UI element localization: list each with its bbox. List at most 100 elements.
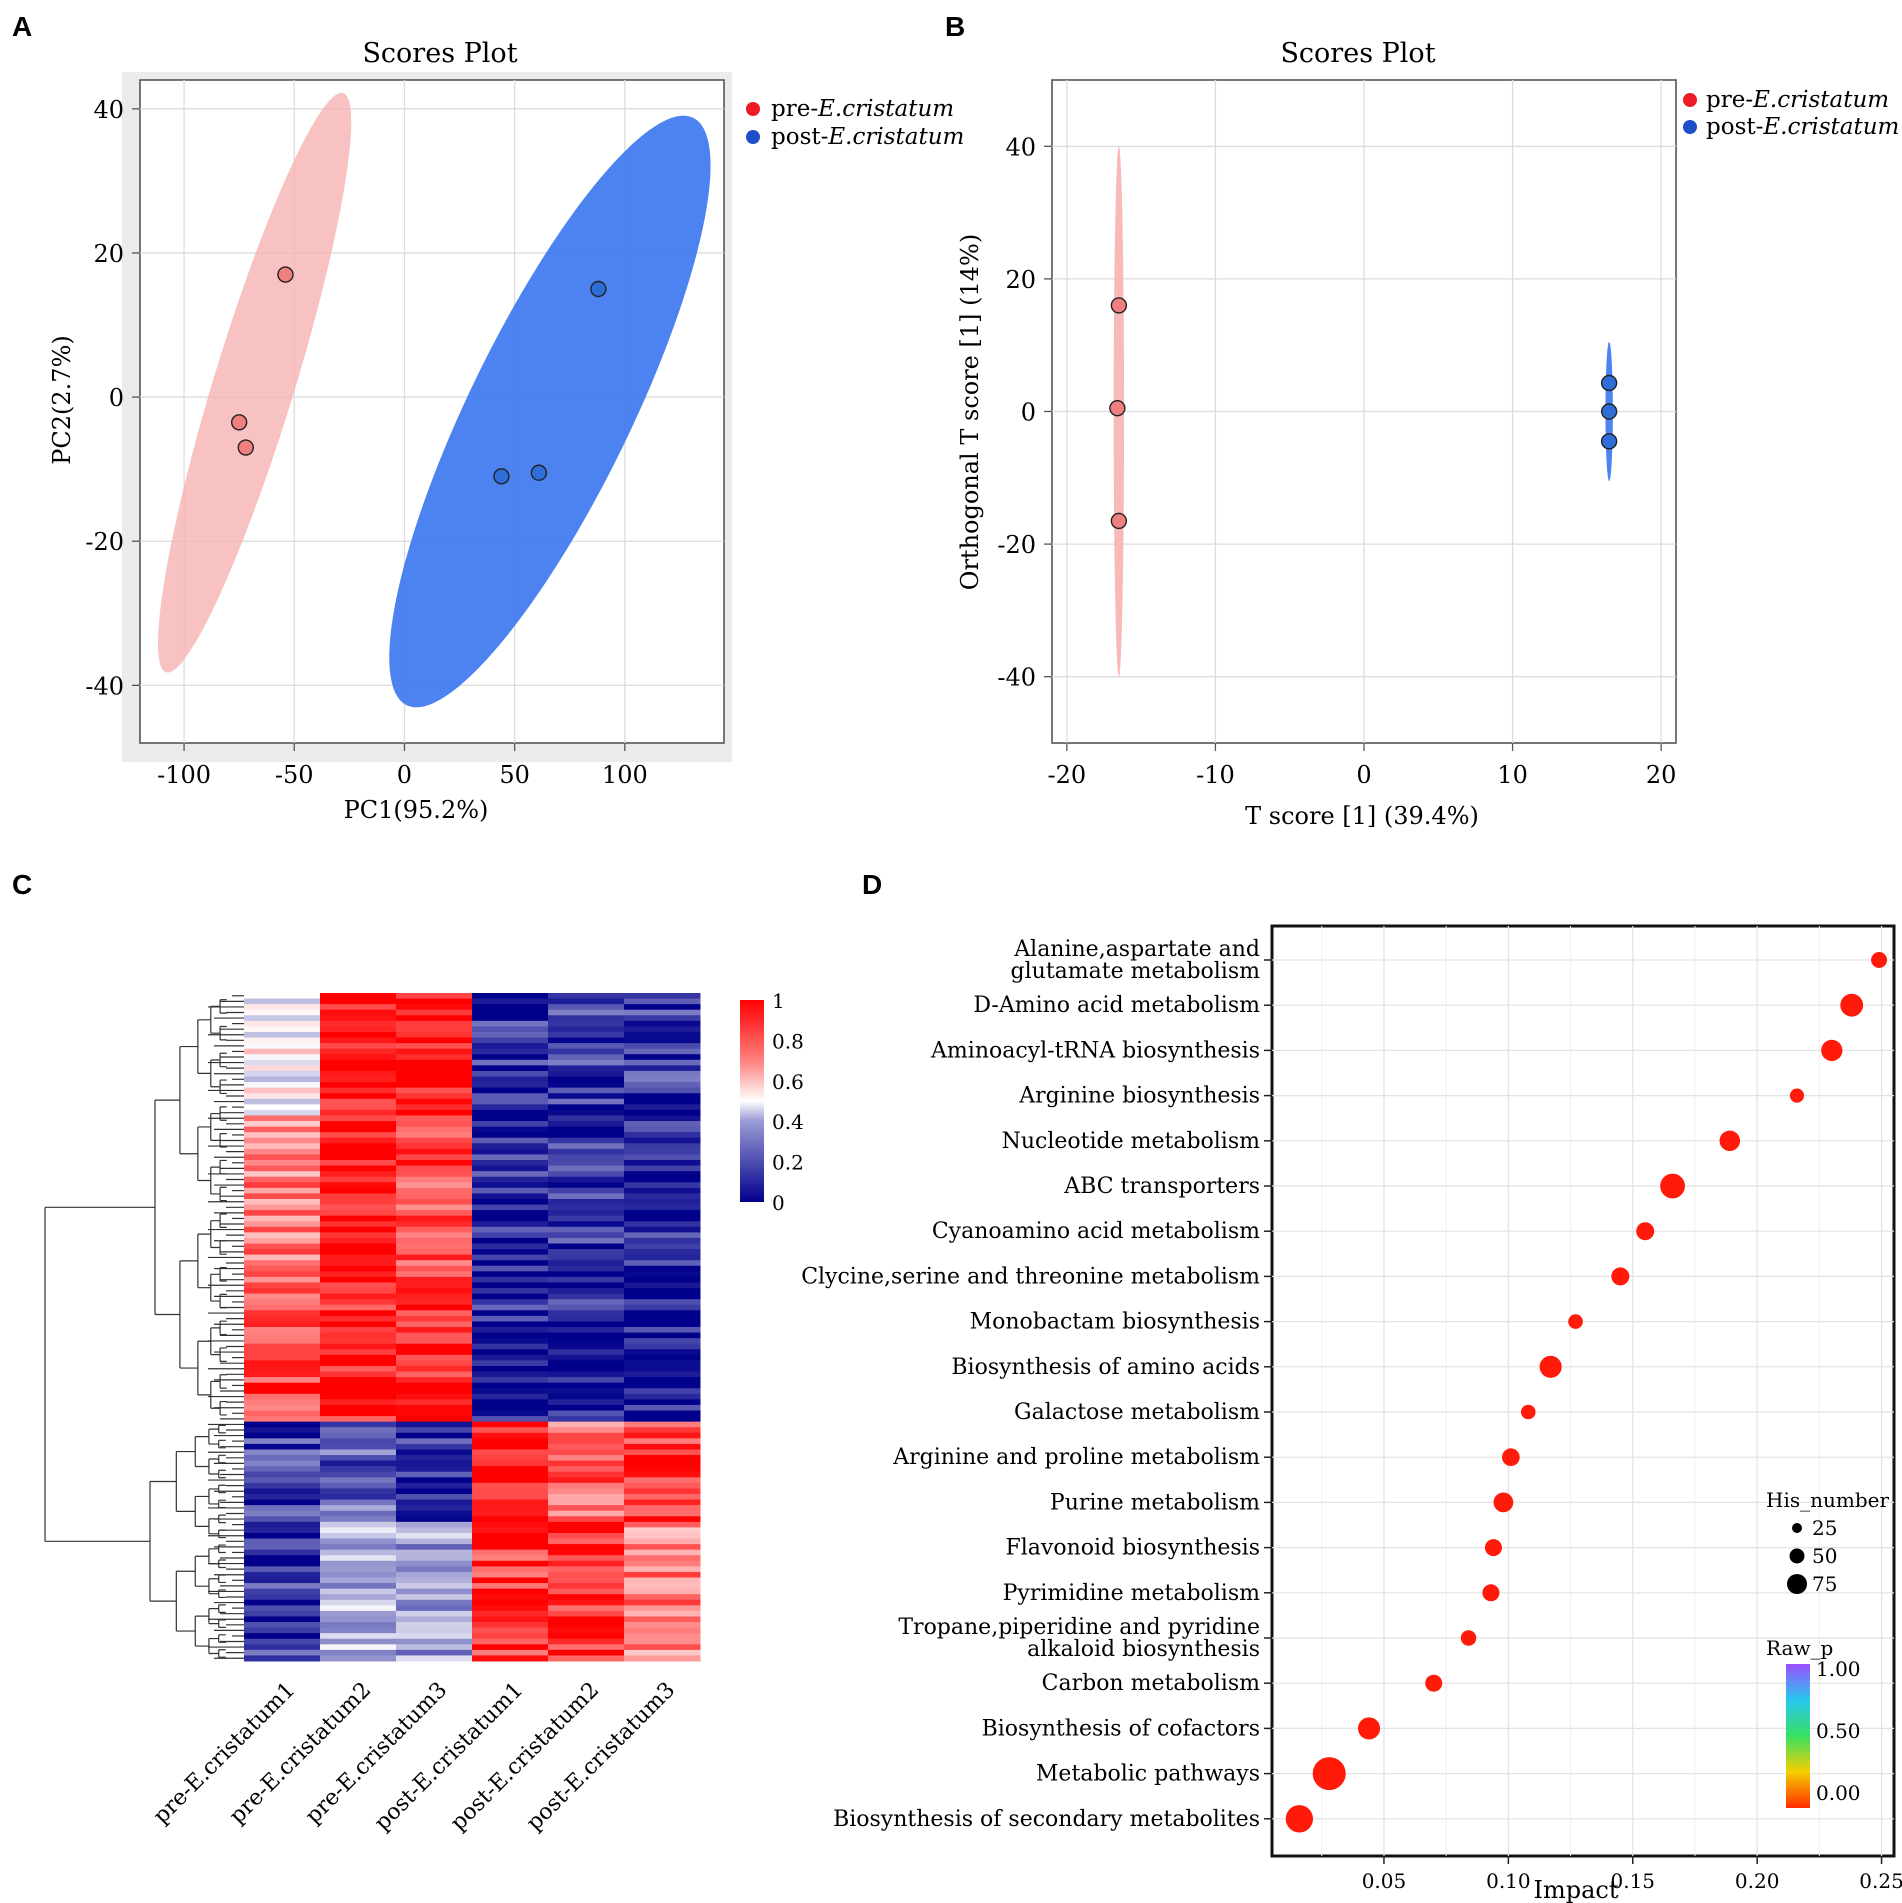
heatmap-cell (396, 1082, 473, 1089)
heatmap-cell (472, 1165, 549, 1172)
heatmap-cell (472, 1098, 549, 1105)
color-legend-title: Raw_p (1766, 1636, 1833, 1660)
pathway-bubble (1520, 1404, 1536, 1420)
heatmap-cell (624, 1516, 701, 1523)
heatmap-cell (320, 1210, 397, 1217)
heatmap-cell (472, 1304, 549, 1311)
heatmap-cell (472, 1048, 549, 1055)
heatmap-cell (472, 1087, 549, 1094)
panel-b-title: Scores Plot (1280, 38, 1435, 69)
heatmap-cell (320, 1388, 397, 1395)
legend-entry-pre: pre-E.cristatum (771, 96, 954, 122)
heatmap-cell (320, 1315, 397, 1322)
heatmap-cell (320, 1104, 397, 1111)
heatmap-cell (244, 1544, 321, 1551)
x-tick-label: 20 (1646, 761, 1677, 789)
heatmap-cell (396, 1093, 473, 1100)
heatmap-cell (320, 1165, 397, 1172)
pathway-label-line: Cyanoamino acid metabolism (932, 1219, 1260, 1244)
heatmap-cell (244, 1193, 321, 1200)
heatmap-cell (472, 1343, 549, 1350)
pathway-label-line: Pyrimidine metabolism (1003, 1581, 1261, 1606)
heatmap-cell (320, 1349, 397, 1356)
heatmap-cell (548, 1143, 625, 1150)
dendrogram-branch (208, 1608, 219, 1625)
x-tick-label: 10 (1497, 761, 1528, 789)
heatmap-cell (396, 1610, 473, 1617)
heatmap-cell (624, 1031, 701, 1039)
heatmap-cell (320, 1549, 397, 1556)
pathway-label: Arginine biosynthesis (1018, 1084, 1260, 1109)
dendrogram-branch (194, 1555, 209, 1587)
heatmap-cell (472, 1583, 549, 1590)
heatmap-cell (396, 1555, 473, 1562)
heatmap-cell (624, 1343, 701, 1350)
pathway-bubble (1871, 952, 1888, 968)
dendrogram-branch (218, 1424, 226, 1434)
pathway-label-line: Biosynthesis of cofactors (982, 1716, 1260, 1741)
heatmap-cell (244, 1343, 321, 1350)
heatmap-cell (320, 1627, 397, 1634)
heatmap-cell (548, 1610, 625, 1617)
heatmap-cell (396, 1354, 473, 1361)
heatmap-cell (320, 1516, 397, 1523)
heatmap-cell (624, 1527, 701, 1534)
heatmap-cell (472, 1070, 549, 1077)
heatmap-cell (472, 1109, 549, 1116)
heatmap-cell (244, 1076, 321, 1083)
pathway-bubbles (1285, 952, 1888, 1833)
heatmap-cell (396, 1516, 473, 1523)
heatmap-cell (244, 1443, 321, 1450)
heatmap-cell (396, 1210, 473, 1217)
heatmap-cell (320, 1427, 397, 1434)
heatmap-cell (624, 1276, 701, 1283)
panel-letter-a: A (12, 11, 32, 42)
heatmap-cell (396, 1126, 473, 1133)
panel-c-heatmap: pre-E.cristatum1pre-E.cristatum2pre-E.cr… (44, 989, 804, 1836)
heatmap-cell (624, 1009, 701, 1016)
heatmap-cell (396, 1104, 473, 1111)
pathway-label: Biosynthesis of secondary metabolites (833, 1807, 1260, 1832)
heatmap-cell (624, 1605, 701, 1612)
heatmap-cell (548, 1020, 625, 1027)
heatmap-cell (624, 1193, 701, 1200)
dendrogram-branch (218, 1499, 226, 1509)
pathway-bubble (1660, 1173, 1685, 1199)
heatmap-cell (472, 1599, 549, 1606)
color-legend-ticks: 1.00 0.50 0.00 (1816, 1657, 1861, 1805)
heatmap-cell (396, 1455, 473, 1462)
heatmap-cell (320, 1176, 397, 1183)
heatmap-cell (320, 1093, 397, 1100)
heatmap-cell (624, 1393, 701, 1400)
heatmap-cell (396, 1098, 473, 1105)
heatmap-cell (244, 1154, 321, 1161)
heatmap-cell (548, 1505, 625, 1512)
heatmap-cell (396, 1204, 473, 1211)
heatmap-cell (548, 1148, 625, 1155)
heatmap-cell (244, 1499, 321, 1506)
heatmap-cell (624, 1633, 701, 1640)
heatmap-cell (548, 1276, 625, 1283)
dendrogram-branch (208, 1637, 219, 1655)
heatmap-cell (244, 1160, 321, 1167)
heatmap-cell (472, 1020, 549, 1027)
heatmap-cell (396, 1622, 473, 1629)
heatmap-cell (320, 998, 397, 1005)
heatmap-cell (624, 998, 701, 1005)
heatmap-cell (624, 1388, 701, 1395)
heatmap-cell (472, 1059, 549, 1066)
heatmap-column-label: pre-E.cristatum1 (149, 1678, 300, 1829)
dendrogram-branch (219, 1052, 227, 1068)
heatmap-cell (548, 1544, 625, 1551)
heatmap-dendrogram (44, 995, 244, 1659)
heatmap-cell (472, 1616, 549, 1623)
heatmap-cell (624, 1271, 701, 1278)
heatmap-cell (624, 1482, 701, 1489)
heatmap-cell (472, 1365, 549, 1373)
heatmap-cell (472, 1137, 549, 1144)
sample-point-post (590, 280, 607, 298)
heatmap-cell (624, 1160, 701, 1167)
heatmap-cell (244, 1577, 321, 1584)
heatmap-cell (548, 1616, 625, 1623)
heatmap-cell (548, 1226, 625, 1233)
